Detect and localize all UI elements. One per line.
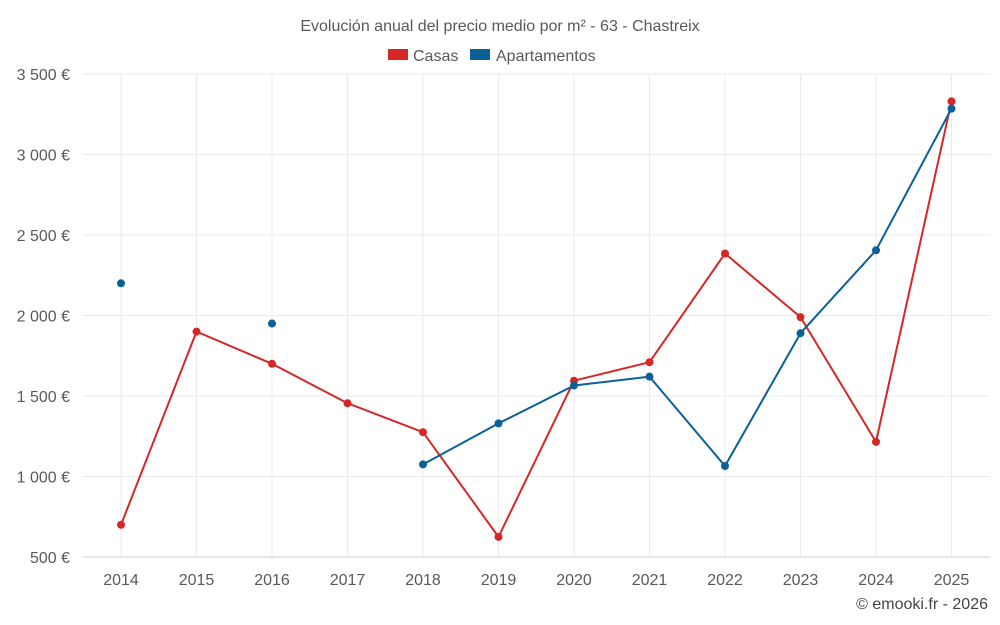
- y-tick-label: 2 000 €: [17, 309, 70, 326]
- data-point-casas-2018[interactable]: [419, 428, 427, 437]
- grid: [83, 73, 990, 558]
- y-tick-label: 1 500 €: [17, 389, 70, 406]
- y-tick-label: 2 500 €: [17, 228, 70, 245]
- x-tick-label: 2018: [405, 572, 441, 589]
- data-point-casas-2022[interactable]: [721, 249, 729, 258]
- data-point-casas-2025[interactable]: [947, 97, 956, 106]
- series-apartamentos: [117, 104, 956, 471]
- x-tick-label: 2022: [707, 572, 743, 589]
- data-point-apartamentos-2024[interactable]: [872, 246, 880, 255]
- data-point-casas-2017[interactable]: [343, 399, 352, 408]
- data-point-casas-2016[interactable]: [268, 359, 276, 368]
- data-point-apartamentos-2014[interactable]: [117, 279, 125, 288]
- data-point-casas-2015[interactable]: [192, 327, 201, 336]
- axes: 500 € 1 000 € 1 500 € 2 000 € 2 500 € 3 000 €…: [17, 67, 990, 589]
- x-tick-label: 2021: [632, 572, 668, 589]
- data-point-casas-2021[interactable]: [645, 358, 654, 367]
- x-tick-label: 2019: [481, 572, 517, 589]
- data-point-apartamentos-2022[interactable]: [721, 462, 729, 471]
- series-casas: [117, 97, 956, 541]
- legend-item-apartamentos[interactable]: Apartamentos: [470, 48, 596, 65]
- series-line-apartamentos: [422, 108, 953, 468]
- data-point-apartamentos-2019[interactable]: [494, 419, 503, 428]
- legend: Casas Apartamentos: [388, 48, 596, 65]
- y-tick-label: 3 500 €: [17, 67, 70, 84]
- data-point-apartamentos-2018[interactable]: [419, 460, 427, 469]
- legend-swatch-apartamentos: [470, 49, 490, 60]
- y-tick-label: 3 000 €: [17, 148, 70, 165]
- series: [117, 97, 956, 541]
- x-tick-label: 2014: [103, 572, 139, 589]
- legend-swatch-casas: [388, 49, 408, 60]
- x-tick-label: 2016: [254, 572, 290, 589]
- y-tick-label: 500 €: [30, 550, 70, 567]
- legend-label-casas: Casas: [413, 48, 458, 65]
- data-point-apartamentos-2020[interactable]: [570, 381, 578, 390]
- x-tick-label: 2015: [179, 572, 215, 589]
- credit-text: © emooki.fr - 2026: [856, 596, 988, 613]
- x-tick-label: 2024: [858, 572, 894, 589]
- data-point-apartamentos-2025[interactable]: [947, 104, 956, 113]
- chart-title: Evolución anual del precio medio por m² …: [300, 18, 699, 35]
- data-point-apartamentos-2016[interactable]: [268, 319, 276, 328]
- data-point-casas-2014[interactable]: [117, 520, 125, 529]
- legend-item-casas[interactable]: Casas: [388, 48, 458, 65]
- data-point-apartamentos-2023[interactable]: [796, 329, 805, 338]
- x-tick-label: 2023: [783, 572, 819, 589]
- data-point-apartamentos-2021[interactable]: [645, 372, 654, 381]
- data-point-casas-2023[interactable]: [796, 313, 805, 322]
- x-tick-label: 2017: [330, 572, 366, 589]
- data-point-casas-2024[interactable]: [872, 437, 880, 446]
- y-tick-label: 1 000 €: [17, 470, 70, 487]
- series-line-casas: [120, 101, 953, 538]
- legend-label-apartamentos: Apartamentos: [496, 48, 596, 65]
- data-point-casas-2019[interactable]: [494, 532, 503, 541]
- x-tick-label: 2025: [934, 572, 970, 589]
- x-tick-label: 2020: [556, 572, 592, 589]
